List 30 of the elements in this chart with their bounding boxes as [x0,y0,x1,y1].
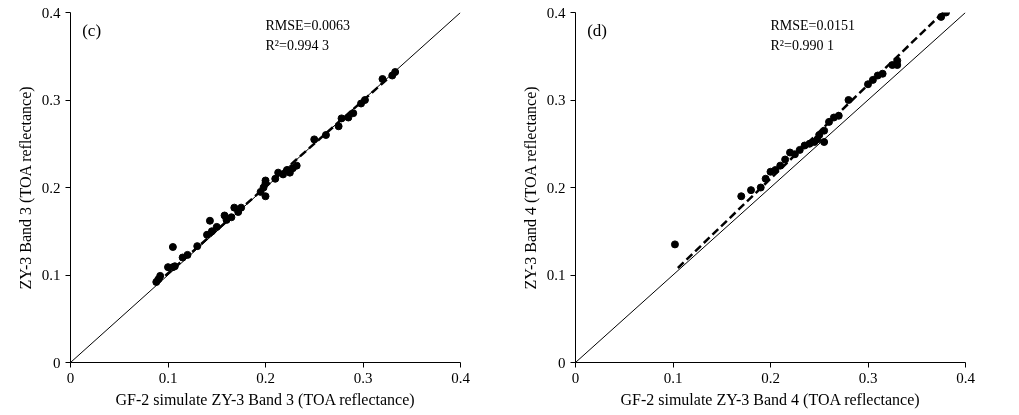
x-tick-label: 0.2 [761,369,780,386]
x-tick-label: 0.1 [663,369,683,386]
y-tick-label: 0.2 [41,179,61,196]
x-tick-label: 0 [571,369,580,386]
annotation: RMSE=0.0151 [770,18,856,34]
x-tick-label: 0 [66,369,75,386]
x-axis-title: GF-2 simulate ZY-3 Band 3 (TOA reflectance) [115,390,415,409]
x-tick-label: 0.3 [353,369,373,386]
y-tick-label: 0.4 [546,4,566,21]
x-tick-label: 0.2 [256,369,275,386]
y-tick-label: 0 [558,354,566,371]
y-tick-label: 0.1 [546,267,566,283]
y-axis-title: ZY-3 Band 3 (TOA reflectance) [16,86,35,290]
x-tick-label: 0.4 [956,369,976,386]
x-tick-label: 0.4 [451,369,471,386]
annotation: (c) [82,20,102,40]
x-tick-label: 0.1 [158,369,178,386]
x-tick-label: 0.3 [858,369,878,386]
y-tick-label: 0.3 [546,92,566,108]
y-tick-label: 0 [53,354,61,371]
y-axis-title: ZY-3 Band 4 (TOA reflectance) [521,86,540,290]
y-tick-label: 0.4 [41,4,61,21]
annotation: R²=0.990 1 [770,38,834,54]
annotation: (d) [587,20,608,40]
x-axis-title: GF-2 simulate ZY-3 Band 4 (TOA reflectance) [620,390,920,409]
y-tick-label: 0.1 [41,267,61,283]
annotation: RMSE=0.0063 [265,18,351,34]
y-tick-label: 0.2 [546,179,566,196]
y-tick-label: 0.3 [41,92,61,108]
annotation: R²=0.994 3 [265,38,329,54]
